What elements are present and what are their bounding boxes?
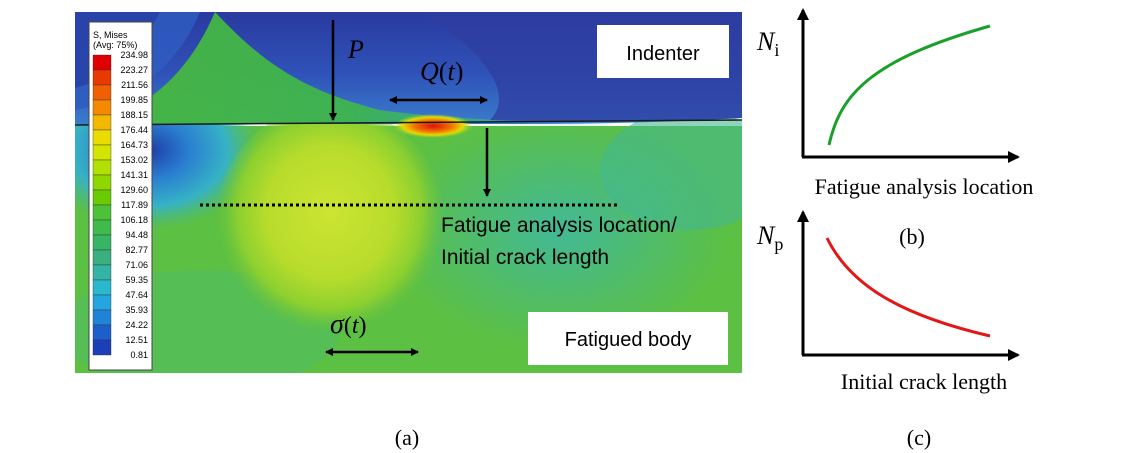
panel-c-x-label: Initial crack length: [841, 369, 1007, 394]
legend-value: 59.35: [125, 275, 148, 285]
legend-swatch: [92, 309, 112, 326]
caption-b: (b): [899, 224, 925, 249]
stress-legend: S, Mises (Avg: 75%) 234.98 223.27 211.56 19…: [88, 21, 153, 371]
location-label-line2: Initial crack length: [441, 246, 609, 269]
legend-swatch: [92, 144, 112, 161]
legend-title-line2: (Avg: 75%): [93, 40, 137, 50]
hot-contact-spot: [393, 114, 473, 138]
indenter-label: Indenter: [626, 43, 700, 65]
legend-swatch: [92, 174, 112, 191]
high-stress-zone: [215, 105, 445, 345]
legend-value: 199.85: [120, 95, 148, 105]
label-p: P: [347, 35, 364, 64]
legend-value: 82.77: [125, 245, 148, 255]
legend-value: 141.31: [120, 170, 148, 180]
legend-value: 223.27: [120, 65, 148, 75]
legend-value: 153.02: [120, 155, 148, 165]
legend-swatch: [92, 219, 112, 236]
caption-c: (c): [907, 425, 931, 450]
legend-value: 94.48: [125, 230, 148, 240]
legend-swatch: [92, 294, 112, 311]
panel-b-curve: [827, 24, 991, 146]
contact-interface: [75, 119, 742, 126]
panel-c-curve: [825, 237, 991, 338]
legend-swatch: [92, 99, 112, 116]
legend-value: 0.81: [130, 350, 148, 360]
legend-value: 234.98: [120, 50, 148, 60]
fatigued-body-label: Fatigued body: [565, 329, 692, 351]
legend-swatch: [92, 189, 112, 206]
legend-value: 164.73: [120, 140, 148, 150]
legend-swatch: [92, 159, 112, 176]
legend-value: 47.64: [125, 290, 148, 300]
legend-swatch: [92, 279, 112, 296]
legend-title-line1: S, Mises: [93, 30, 128, 40]
legend-swatch: [92, 324, 112, 341]
legend-swatch: [92, 204, 112, 221]
legend-value: 176.44: [120, 125, 148, 135]
legend-swatch: [92, 84, 112, 101]
panel-b: Ni Fatigue analysis location (b): [756, 8, 1034, 249]
legend-swatch: [92, 114, 112, 131]
panel-b-x-label: Fatigue analysis location: [815, 174, 1034, 199]
legend-swatch: [92, 129, 112, 146]
body-label-box: [528, 312, 728, 365]
legend-value: 12.51: [125, 335, 148, 345]
legend-swatch: [92, 54, 112, 71]
legend-swatch: [92, 264, 112, 281]
caption-a: (a): [395, 425, 419, 450]
legend-value: 24.22: [125, 320, 148, 330]
panel-b-y-label: Ni: [756, 27, 779, 60]
location-label-line1: Fatigue analysis location/: [441, 214, 677, 237]
legend-value: 188.15: [120, 110, 148, 120]
legend-swatch: [92, 339, 112, 356]
legend-value: 117.89: [121, 200, 148, 210]
legend-value: 106.18: [120, 215, 148, 225]
label-q: Q(t): [420, 57, 463, 86]
legend-swatch: [92, 69, 112, 86]
label-sigma: σ(t): [330, 309, 366, 340]
legend-value: 71.06: [125, 260, 148, 270]
legend-value: 211.56: [121, 80, 148, 90]
panel-c: Np Initial crack length (c): [756, 210, 1020, 450]
legend-value: 129.60: [120, 185, 148, 195]
indenter-label-box: [597, 25, 729, 78]
panel-c-y-label: Np: [756, 221, 783, 254]
legend-value: 35.93: [125, 305, 148, 315]
legend-swatch: [92, 249, 112, 266]
legend-swatch: [92, 234, 112, 251]
